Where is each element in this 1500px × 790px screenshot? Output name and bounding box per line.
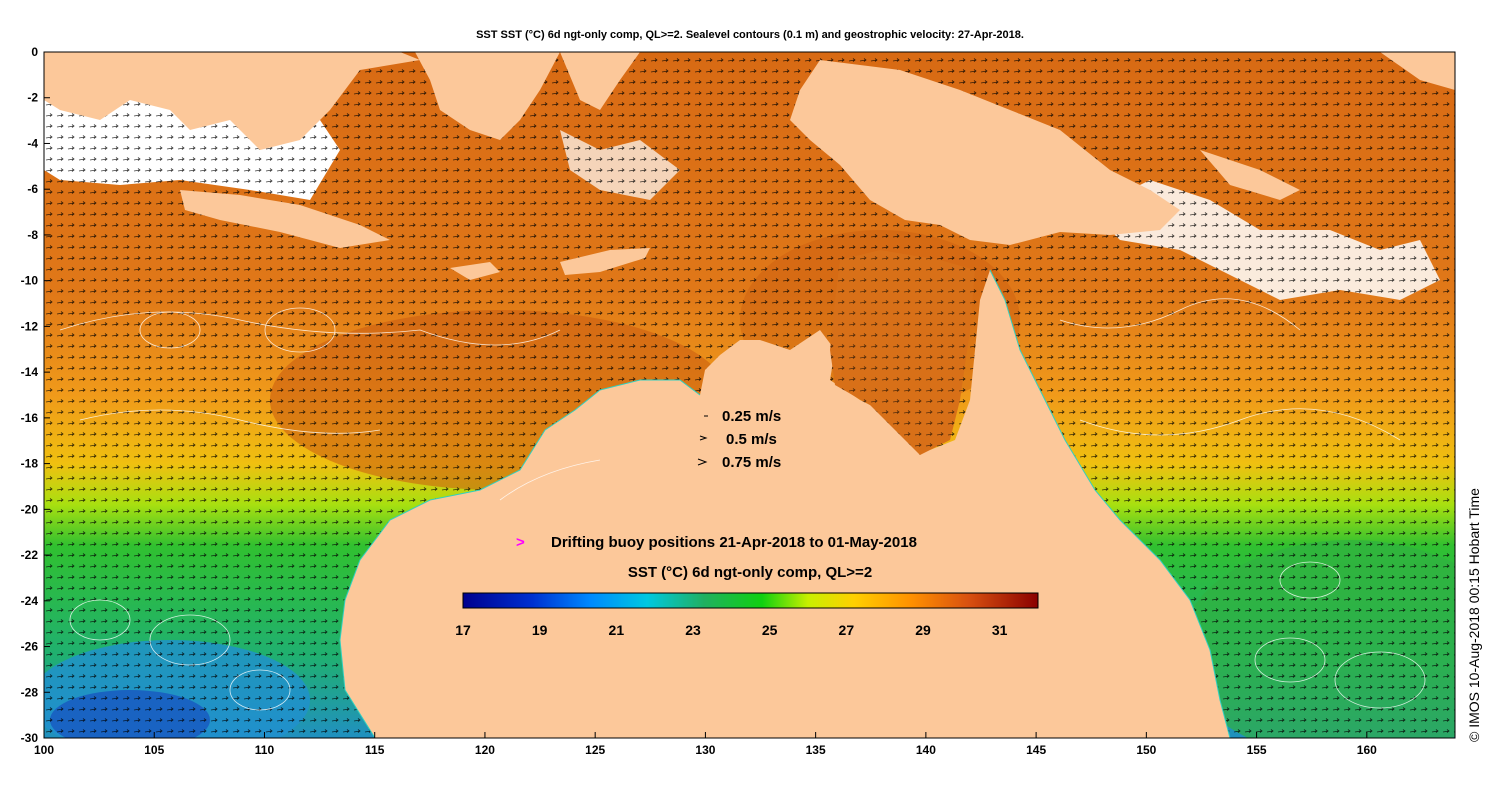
- y-tick-label: -22: [21, 548, 39, 562]
- colorbar-label: SST (°C) 6d ngt-only comp, QL>=2: [628, 564, 872, 581]
- y-tick-label: -18: [21, 457, 39, 471]
- land-timor: [560, 248, 650, 275]
- y-tick-label: -26: [21, 640, 39, 654]
- colorbar: [462, 592, 1039, 609]
- coastline: [339, 379, 701, 738]
- colorbar-ticks: 17 19 21 23 25 27 29 31: [455, 622, 1007, 638]
- y-tick-label: -8: [27, 228, 38, 242]
- gulf-velocity-arrows: [830, 250, 975, 455]
- colorbar-tick-label: 23: [685, 622, 701, 638]
- plot-frame: [43, 51, 1456, 739]
- x-tick-label: 120: [475, 743, 495, 757]
- sealevel-contours: [59, 298, 1426, 711]
- land-borneo: [415, 52, 560, 140]
- land-sumatra: [44, 52, 420, 150]
- y-tick-label: -10: [21, 274, 39, 288]
- y-tick-label: -28: [21, 685, 39, 699]
- x-tick-label: 160: [1357, 743, 1377, 757]
- velocity-legend: 0.25 m/s 0.5 m/s 0.75 m/s: [697, 408, 781, 471]
- map-title: SST SST (°C) 6d ngt-only comp, QL>=2. Se…: [476, 29, 1024, 41]
- x-tick-label: 135: [806, 743, 826, 757]
- x-tick-label: 130: [695, 743, 715, 757]
- land-masses: [44, 52, 1455, 738]
- credit-text: © IMOS 10-Aug-2018 00:15 Hobart Time: [1466, 488, 1482, 742]
- coastline: [989, 269, 1231, 738]
- land-australia: [340, 270, 1230, 738]
- velocity-arrow-0.5: [699, 435, 708, 441]
- y-tick-label: -2: [27, 91, 38, 105]
- land-sulawesi: [560, 52, 640, 110]
- y-tick-label: -14: [21, 365, 39, 379]
- y-tick-label: -30: [21, 731, 39, 745]
- colorbar-tick-label: 21: [609, 622, 625, 638]
- velocity-label-0.5: 0.5 m/s: [726, 431, 777, 448]
- velocity-arrow-0.75: [697, 458, 708, 466]
- x-tick-label: 105: [144, 743, 164, 757]
- x-tick-label: 125: [585, 743, 605, 757]
- x-tick-label: 145: [1026, 743, 1046, 757]
- velocity-label-0.75: 0.75 m/s: [722, 454, 781, 471]
- x-tick-label: 155: [1247, 743, 1267, 757]
- x-tick-label: 100: [34, 743, 54, 757]
- y-tick-label: -24: [21, 594, 39, 608]
- land-northeast: [1380, 52, 1455, 90]
- y-tick-label: -16: [21, 411, 39, 425]
- x-tick-label: 115: [365, 743, 385, 757]
- x-tick-label: 150: [1136, 743, 1156, 757]
- colorbar-tick-label: 17: [455, 622, 471, 638]
- land-java: [180, 190, 390, 248]
- colorbar-tick-label: 27: [839, 622, 855, 638]
- y-tick-label: 0: [31, 45, 38, 59]
- y-tick-label: -12: [21, 319, 39, 333]
- x-axis: 100 105 110 115 120 125 130 135 140 145 150 155 160: [34, 732, 1377, 757]
- y-axis: 0 -2 -4 -6 -8 -10 -12 -14 -16 -18 -20 -22 -24 -26 -28 -…: [21, 45, 50, 745]
- colorbar-tick-label: 19: [532, 622, 548, 638]
- y-tick-label: -20: [21, 502, 39, 516]
- land-new-britain: [1200, 150, 1300, 200]
- velocity-label-0.25: 0.25 m/s: [722, 408, 781, 425]
- land-sumba: [450, 262, 500, 280]
- colorbar-tick-label: 29: [915, 622, 931, 638]
- buoy-marker-icon: >: [516, 534, 525, 551]
- y-tick-label: -4: [27, 136, 38, 150]
- map-plot-area: [44, 52, 1455, 738]
- colorbar-tick-label: 25: [762, 622, 778, 638]
- buoy-legend-text: Drifting buoy positions 21-Apr-2018 to 0…: [551, 534, 917, 551]
- land-new-guinea: [790, 60, 1180, 245]
- y-tick-label: -6: [27, 182, 38, 196]
- colorbar-tick-label: 31: [992, 622, 1008, 638]
- x-tick-label: 110: [255, 743, 275, 757]
- x-tick-label: 140: [916, 743, 936, 757]
